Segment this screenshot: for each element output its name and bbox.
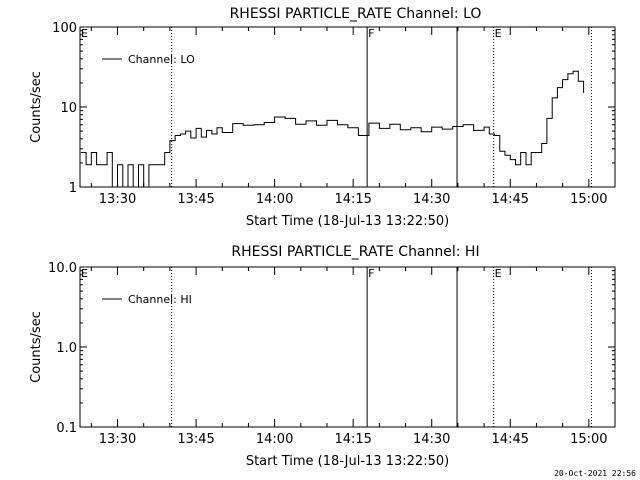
x-tick-label: 14:00 [256,432,293,447]
chart-title: RHESSI PARTICLE_RATE Channel: HI [231,244,479,260]
x-tick-label: 14:00 [256,192,293,207]
y-tick-label: 1.0 [56,341,77,356]
x-tick-label: 14:45 [492,432,529,447]
event-marker-label: F [368,27,374,40]
y-tick-label: 1 [69,181,77,196]
x-axis-label: Start Time (18-Jul-13 13:22:50) [246,214,449,229]
x-tick-label: 14:45 [492,192,529,207]
x-tick-label: 14:15 [334,432,371,447]
y-tick-label: 0.1 [56,421,77,436]
footer-timestamp: 20-Oct-2021 22:56 [554,469,636,478]
event-marker-label: E [495,27,502,40]
series-line-channel-lo [80,70,585,188]
x-tick-label: 14:30 [413,432,450,447]
chart-title: RHESSI PARTICLE_RATE Channel: LO [230,6,482,22]
x-tick-label: 13:45 [177,192,214,207]
legend-entry: Channel: LO [128,53,195,66]
x-tick-label: 13:30 [99,192,136,207]
event-marker-label: E [495,267,502,280]
plot-frame [79,26,616,188]
x-axis-label: Start Time (18-Jul-13 13:22:50) [246,454,449,469]
y-axis-label: Counts/sec [29,71,44,143]
event-marker-label: F [368,267,374,280]
y-tick-label: 10 [60,101,77,116]
plot-frame [79,266,616,428]
x-tick-label: 14:30 [413,192,450,207]
event-marker-label: E [81,27,88,40]
legend-entry: Channel: HI [128,293,192,306]
x-tick-label: 14:15 [334,192,371,207]
x-tick-label: 15:00 [570,192,607,207]
y-tick-label: 10.0 [48,261,77,276]
x-tick-label: 13:45 [177,432,214,447]
x-tick-label: 13:30 [99,432,136,447]
y-axis-label: Counts/sec [29,311,44,383]
y-tick-label: 100 [52,21,77,36]
x-tick-label: 15:00 [570,432,607,447]
chart-panel-1: RHESSI PARTICLE_RATE Channel: LO 1 10 100 Co… [29,6,616,229]
event-marker-label: E [81,267,88,280]
chart-panel-2: RHESSI PARTICLE_RATE Channel: HI 0.1 1.0 10… [29,244,616,469]
